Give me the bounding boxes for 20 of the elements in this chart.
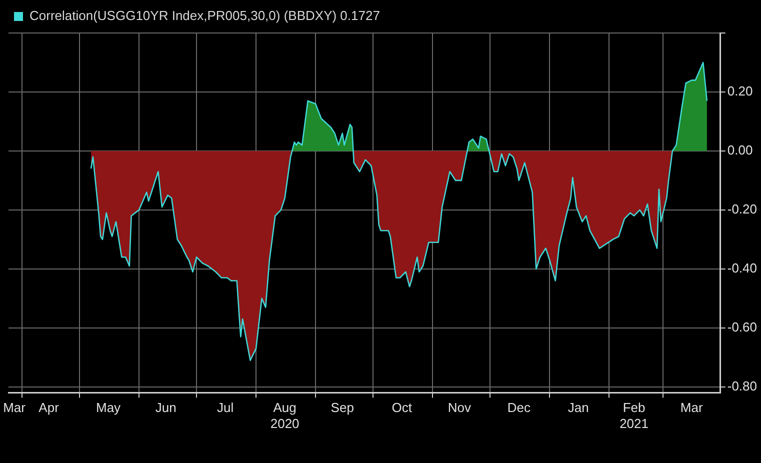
y-tick-label: 0.00 — [727, 142, 753, 158]
x-tick-label: Feb 2021 — [620, 400, 648, 431]
x-tick-label: Mar — [680, 400, 704, 416]
y-tick-label: -0.60 — [727, 319, 758, 334]
x-tick-label: Sep — [330, 400, 354, 416]
x-tick-label: Mar — [3, 400, 26, 416]
legend-label: Correlation(USGG10YR Index,PR005,30,0) (BBDXY) 0.1727 — [30, 8, 380, 24]
x-tick-label: Jan — [568, 400, 589, 416]
x-tick-label: Aug 2020 — [270, 400, 300, 431]
y-tick-label: -0.40 — [727, 260, 758, 276]
x-tick-label: Apr — [38, 400, 60, 416]
x-tick-label: May — [96, 400, 122, 416]
y-tick-label: -0.20 — [727, 202, 758, 217]
x-tick-label: Jul — [217, 400, 234, 416]
y-tick-label: -0.80 — [727, 378, 758, 394]
x-tick-label: Dec — [507, 400, 531, 416]
x-tick-label: Oct — [392, 400, 412, 416]
x-tick-label: Nov — [448, 400, 472, 416]
x-tick-label: Jun — [155, 400, 176, 416]
y-tick-label: 0.20 — [727, 84, 753, 99]
